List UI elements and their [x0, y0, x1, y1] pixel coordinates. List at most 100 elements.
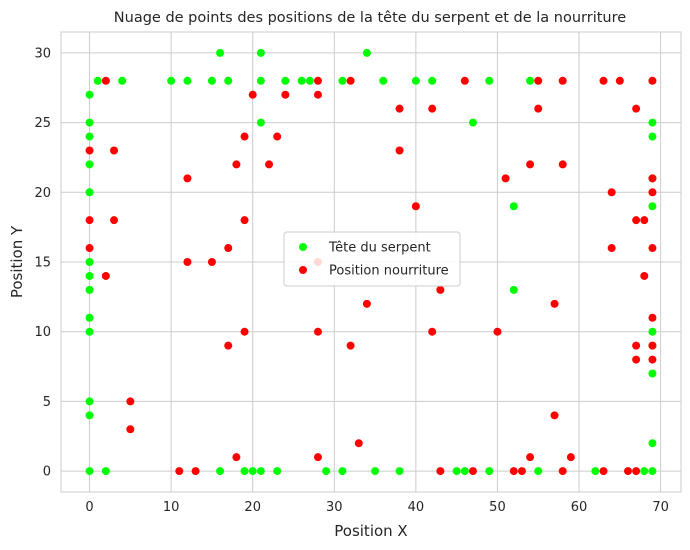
food-point [436, 285, 445, 294]
snake-head-point [460, 467, 469, 476]
snake-head-point [93, 76, 102, 85]
snake-head-point [322, 467, 331, 476]
food-point [191, 467, 200, 476]
snake-head-point [648, 439, 657, 448]
food-point [411, 202, 420, 211]
y-tick-label: 15 [34, 256, 51, 271]
food-point [265, 160, 274, 169]
snake-head-point [395, 467, 404, 476]
x-tick-label: 10 [163, 500, 180, 515]
snake-head-point [591, 467, 600, 476]
food-point [126, 425, 135, 434]
food-point [623, 467, 632, 476]
snake-head-point [85, 132, 94, 141]
food-point [313, 327, 322, 336]
food-point [240, 327, 249, 336]
y-axis-label: Position Y [8, 225, 26, 298]
y-tick-label: 0 [43, 465, 51, 480]
snake-head-point [534, 467, 543, 476]
snake-head-point [167, 76, 176, 85]
snake-head-point [248, 467, 257, 476]
food-point [566, 453, 575, 462]
food-point [175, 467, 184, 476]
snake-head-point [273, 467, 282, 476]
food-point [428, 327, 437, 336]
snake-head-point [281, 76, 290, 85]
snake-head-point [183, 76, 192, 85]
y-tick-label: 10 [34, 325, 51, 340]
food-point [126, 397, 135, 406]
food-point [468, 467, 477, 476]
food-point [648, 313, 657, 322]
food-point [85, 244, 94, 253]
snake-head-point [468, 118, 477, 127]
food-point [632, 467, 641, 476]
snake-head-point [648, 327, 657, 336]
food-point [346, 76, 355, 85]
snake-head-point [338, 76, 347, 85]
food-point [526, 453, 535, 462]
food-point [648, 341, 657, 350]
food-point [313, 90, 322, 99]
y-tick-label: 25 [34, 116, 51, 131]
x-tick-label: 0 [85, 500, 93, 515]
x-tick-label: 60 [571, 500, 588, 515]
snake-head-point [428, 76, 437, 85]
snake-head-point [85, 327, 94, 336]
y-tick-label: 30 [34, 46, 51, 61]
legend-marker-snake-head [299, 243, 307, 251]
snake-head-point [85, 411, 94, 420]
food-point [632, 216, 641, 225]
food-point [354, 439, 363, 448]
food-point [648, 174, 657, 183]
food-point [240, 132, 249, 141]
food-point [615, 76, 624, 85]
snake-head-point [101, 467, 110, 476]
snake-head-point [256, 76, 265, 85]
food-point [632, 355, 641, 364]
food-point [648, 188, 657, 197]
food-point [648, 76, 657, 85]
x-tick-label: 50 [489, 500, 506, 515]
snake-head-point [216, 48, 225, 57]
food-point [101, 76, 110, 85]
snake-head-point [85, 118, 94, 127]
y-tick-label: 5 [43, 395, 51, 410]
x-tick-label: 20 [244, 500, 261, 515]
tick-labels: 0 10 20 30 40 50 60 70 0 5 10 15 20 25 30 [34, 46, 668, 515]
food-point [517, 467, 526, 476]
chart-title: Nuage de points des positions de la tête… [114, 10, 626, 26]
snake-head-point [85, 397, 94, 406]
food-point [232, 453, 241, 462]
food-point [101, 271, 110, 280]
x-tick-label: 70 [652, 500, 669, 515]
food-point [526, 160, 535, 169]
food-point [248, 90, 257, 99]
food-point [599, 76, 608, 85]
snake-head-point [640, 467, 649, 476]
food-point [110, 216, 119, 225]
legend: Tête du serpent Position nourriture [283, 231, 461, 287]
snake-head-point [509, 202, 518, 211]
snake-head-point [256, 467, 265, 476]
snake-head-point [362, 48, 371, 57]
food-point [558, 467, 567, 476]
snake-head-point [85, 285, 94, 294]
snake-head-point [256, 118, 265, 127]
snake-head-point [648, 202, 657, 211]
food-point [428, 104, 437, 113]
food-point [207, 258, 216, 266]
legend-marker-food [299, 266, 307, 274]
food-point [85, 146, 94, 155]
food-point [346, 341, 355, 350]
food-point [313, 453, 322, 462]
food-point [224, 244, 233, 253]
snake-head-point [85, 467, 94, 476]
food-point [607, 188, 616, 197]
snake-head-point [526, 76, 535, 85]
food-point [85, 216, 94, 225]
food-point [558, 160, 567, 169]
snake-head-point [411, 76, 420, 85]
food-point [534, 104, 543, 113]
snake-head-point [207, 76, 216, 85]
